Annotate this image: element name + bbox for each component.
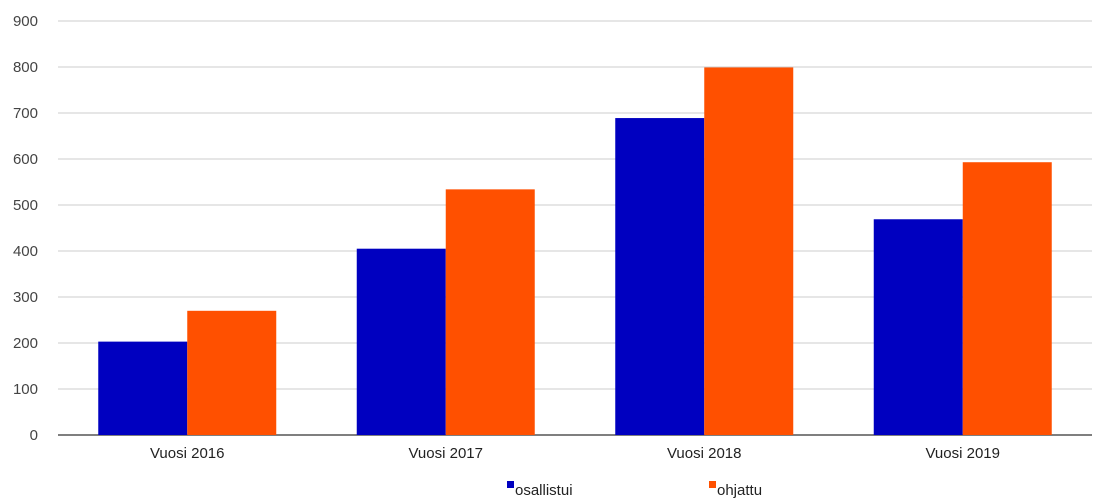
bar-osallistui-2 (356, 248, 446, 435)
legend-label-ohjattu: ohjattu (717, 482, 762, 499)
y-tick-label: 700 (13, 105, 38, 122)
legend-swatch-ohjattu (709, 481, 716, 488)
x-axis: Vuosi 2016 Vuosi 2017 Vuosi 2018 Vuosi 2019 (150, 445, 1000, 462)
y-tick-label: 400 (13, 243, 38, 260)
bar-osallistui-4 (873, 219, 963, 435)
y-tick-label: 200 (13, 335, 38, 352)
x-category-label: Vuosi 2019 (925, 445, 1000, 462)
x-category-label: Vuosi 2018 (667, 445, 742, 462)
y-axis: 0 100 200 300 400 500 600 700 800 900 (13, 13, 38, 444)
y-tick-label: 500 (13, 197, 38, 214)
bar-ohjattu-3 (704, 67, 794, 436)
y-tick-label: 600 (13, 151, 38, 168)
y-tick-label: 100 (13, 381, 38, 398)
legend-label-osallistui: osallistui (515, 482, 573, 499)
x-category-label: Vuosi 2017 (408, 445, 483, 462)
y-tick-label: 300 (13, 289, 38, 306)
bar-ohjattu-1 (187, 310, 277, 435)
x-category-label: Vuosi 2016 (150, 445, 225, 462)
bar-ohjattu-4 (962, 162, 1052, 435)
y-tick-label: 0 (30, 427, 38, 444)
legend: osallistui ohjattu (507, 481, 762, 499)
bar-ohjattu-2 (445, 189, 535, 435)
legend-swatch-osallistui (507, 481, 514, 488)
y-tick-label: 900 (13, 13, 38, 30)
bar-osallistui-3 (615, 118, 705, 435)
bars (98, 67, 1052, 436)
bar-osallistui-1 (98, 341, 188, 435)
y-tick-label: 800 (13, 59, 38, 76)
